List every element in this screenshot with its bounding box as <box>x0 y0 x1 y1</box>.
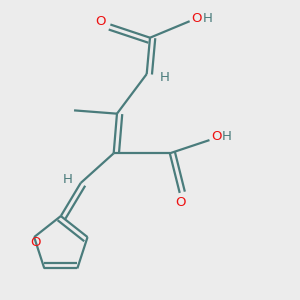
Text: H: H <box>203 12 213 25</box>
Text: O: O <box>192 12 202 25</box>
Text: O: O <box>31 236 41 249</box>
Text: H: H <box>62 173 72 186</box>
Text: O: O <box>175 196 186 209</box>
Text: H: H <box>160 71 170 84</box>
Text: H: H <box>222 130 232 143</box>
Text: O: O <box>95 15 106 28</box>
Text: O: O <box>211 130 221 143</box>
